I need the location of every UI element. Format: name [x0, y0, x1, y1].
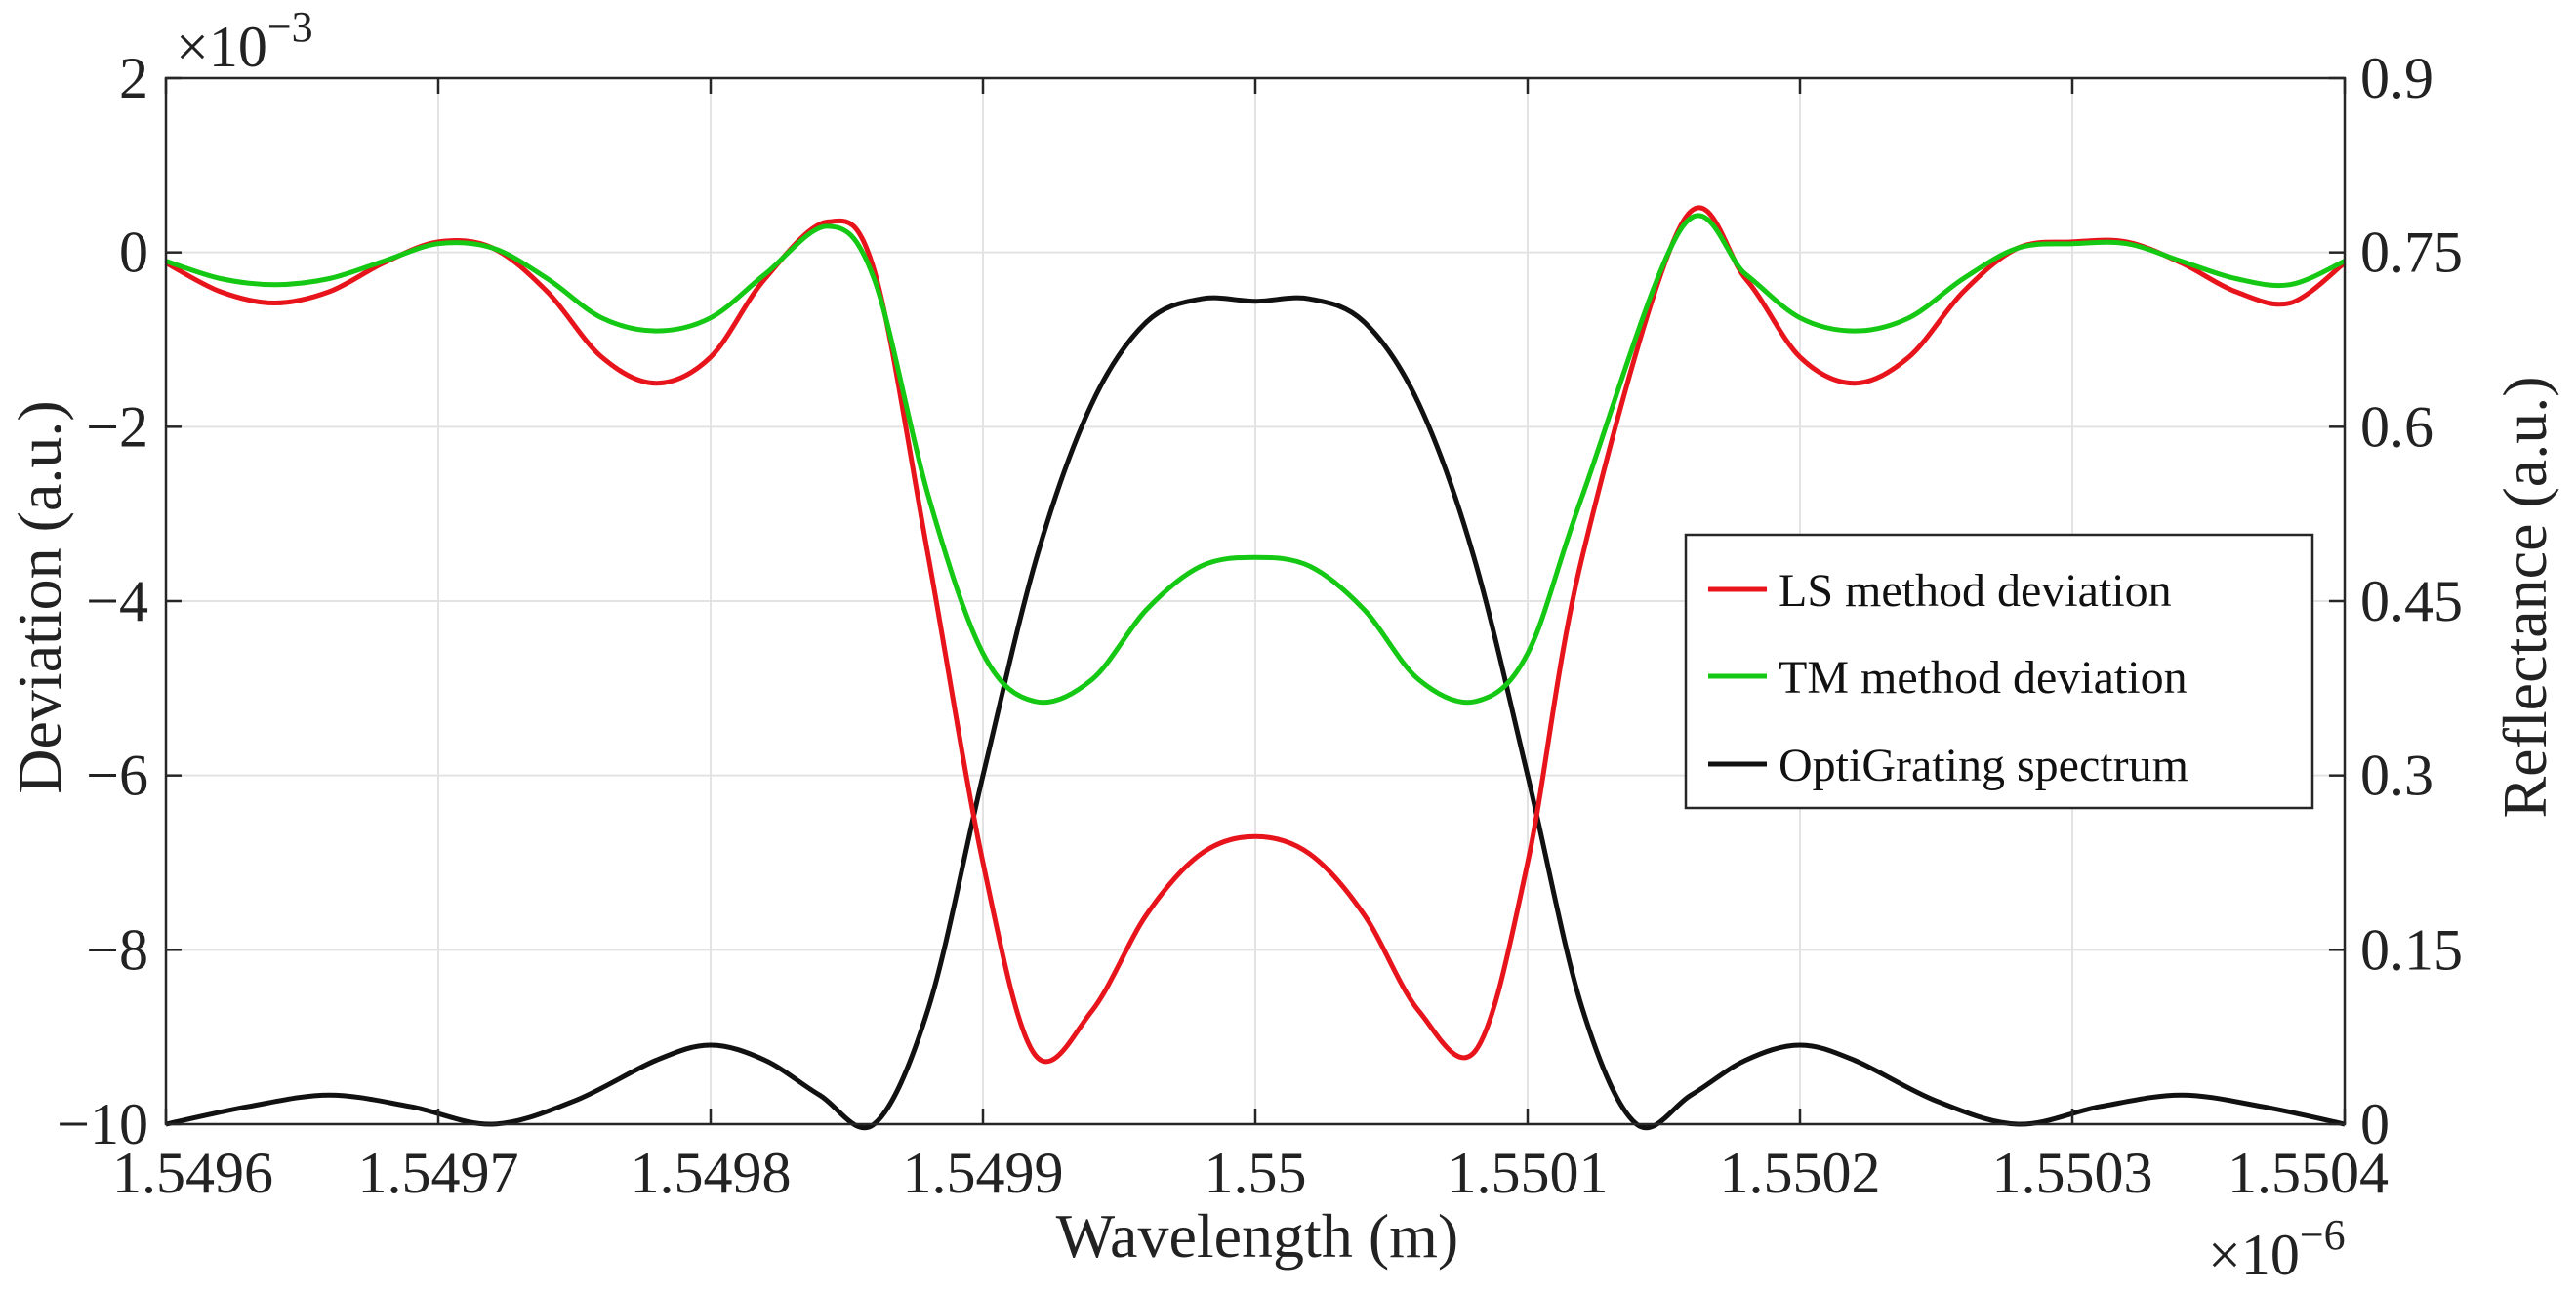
- y-left-axis-title: Deviation (a.u.): [5, 400, 74, 793]
- y-left-tick-label: −6: [86, 744, 148, 808]
- legend-label-tm: TM method deviation: [1779, 652, 2188, 704]
- y-left-exponent-base: ×10: [176, 15, 267, 79]
- y-right-tick-label: 0.6: [2360, 394, 2433, 459]
- series-line-ls: [164, 205, 2347, 1065]
- y-left-tick-label: −2: [86, 394, 148, 459]
- x-tick-label: 1.5498: [631, 1141, 792, 1205]
- series-line-tm: [165, 213, 2347, 706]
- y-right-tick-label: 0.15: [2360, 917, 2463, 982]
- legend-label-opti: OptiGrating spectrum: [1779, 740, 2188, 791]
- y-left-exponent-power: −3: [267, 3, 313, 51]
- y-left-tick-label: −10: [57, 1092, 148, 1156]
- x-tick-label: 1.5499: [903, 1141, 1064, 1205]
- series-line-optigrating: [165, 295, 2346, 1131]
- x-tick-label: 1.5503: [1992, 1141, 2153, 1205]
- y-left-exponent: ×10−3: [176, 3, 313, 79]
- y-left-tick-label: 0: [119, 221, 148, 285]
- legend-box: [1684, 533, 2314, 810]
- x-tick-label: 1.55: [1205, 1141, 1307, 1205]
- series-layer: [164, 205, 2347, 1131]
- y-right-tick-label: 0.9: [2360, 46, 2433, 110]
- x-tick-label: 1.5501: [1448, 1141, 1609, 1205]
- legend: LS method deviation TM method deviation …: [1684, 533, 2314, 810]
- x-tick-label: 1.5502: [1720, 1141, 1881, 1205]
- y-left-tick-label: −4: [86, 569, 148, 633]
- x-exponent-power: −6: [2300, 1211, 2346, 1259]
- x-exponent: ×10−6: [2208, 1211, 2346, 1287]
- y-right-tick-label: 0: [2360, 1092, 2390, 1156]
- y-left-tick-label: −8: [86, 917, 148, 982]
- y-right-tick-label: 0.75: [2360, 221, 2463, 285]
- y-left-tick-label: 2: [119, 46, 148, 110]
- x-exponent-base: ×10: [2208, 1223, 2300, 1287]
- x-tick-label: 1.5497: [358, 1141, 519, 1205]
- tick-layer: 1.5496 1.5497 1.5498 1.5499 1.55 1.5501 1.5502…: [57, 46, 2463, 1205]
- x-axis-title: Wavelength (m): [1056, 1201, 1458, 1271]
- y-right-axis-title: Reflectance (a.u.): [2490, 376, 2559, 818]
- x-tick-label: 1.5504: [2228, 1141, 2389, 1205]
- y-right-tick-label: 0.3: [2360, 744, 2433, 808]
- legend-label-ls: LS method deviation: [1779, 565, 2172, 617]
- y-right-tick-label: 0.45: [2360, 569, 2463, 633]
- x-tick-label: 1.5496: [112, 1141, 273, 1205]
